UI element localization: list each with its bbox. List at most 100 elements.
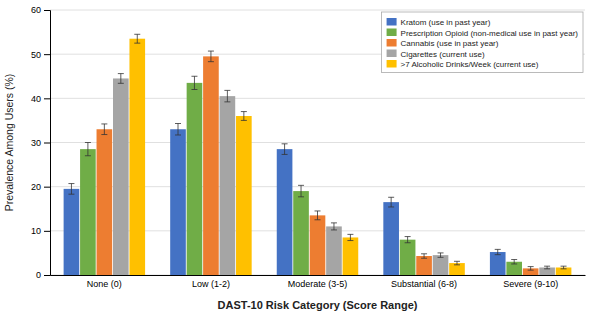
bar	[293, 191, 309, 275]
bar-series	[80, 76, 522, 275]
y-tick-mark	[44, 143, 50, 144]
chart-container: 0 10 20 30 40 50 60 None (0) Low (1-2) Moderate (…	[0, 0, 595, 317]
y-tick-label: 0	[36, 270, 41, 280]
x-tick-label: Substantial (6-8)	[391, 279, 457, 289]
y-tick: 60	[31, 5, 50, 15]
error-bars	[101, 51, 533, 270]
grid-line	[50, 10, 585, 11]
bar	[326, 226, 342, 275]
error-bar	[175, 124, 181, 135]
error-bar	[544, 266, 550, 269]
legend-label: Cannabis (use in past year)	[401, 39, 499, 48]
x-tick-label: None (0)	[87, 279, 122, 289]
y-tick-label: 60	[31, 5, 41, 15]
bar	[97, 129, 113, 275]
error-bar	[85, 143, 91, 156]
legend-label: Kratom (use in past year)	[401, 18, 491, 27]
legend-swatch	[387, 18, 397, 26]
y-tick-mark	[44, 275, 50, 276]
x-tick-label: Moderate (3-5)	[288, 279, 348, 289]
error-bar	[315, 211, 321, 220]
y-tick-label: 20	[31, 182, 41, 192]
y-axis: 0 10 20 30 40 50 60	[31, 5, 51, 280]
error-bar	[347, 234, 353, 240]
y-tick-label: 10	[31, 226, 41, 236]
error-bar	[495, 249, 501, 254]
y-tick: 0	[36, 270, 50, 280]
error-bar	[298, 185, 304, 196]
legend-item: Cigarettes (current use)	[387, 50, 485, 59]
y-tick-mark	[44, 10, 50, 11]
y-tick-mark	[44, 231, 50, 232]
bar	[187, 83, 203, 275]
bar	[310, 215, 326, 275]
y-tick: 30	[31, 138, 50, 148]
legend-label: Prescription Opioid (non-medical use in …	[401, 29, 579, 38]
bar	[277, 149, 293, 275]
bar	[383, 202, 399, 275]
y-axis-line	[44, 11, 51, 276]
error-bar	[224, 90, 230, 101]
x-tick-label: Severe (9-10)	[503, 279, 558, 289]
error-bar	[331, 223, 337, 230]
legend-item: Prescription Opioid (non-medical use in …	[387, 29, 579, 38]
y-tick-mark	[44, 54, 50, 55]
bar	[220, 96, 236, 275]
y-axis-title: Prevalence Among Users (%)	[3, 74, 15, 212]
legend-item: Kratom (use in past year)	[387, 18, 491, 27]
bar	[433, 255, 449, 275]
x-axis-line	[51, 275, 586, 276]
error-bar	[405, 237, 411, 243]
x-tick: Low (1-2)	[192, 279, 230, 289]
error-bar	[282, 144, 288, 155]
y-tick-label: 50	[31, 50, 41, 60]
y-tick-label: 30	[31, 138, 41, 148]
error-bar	[388, 197, 394, 207]
bar	[170, 129, 186, 275]
x-axis-title: DAST-10 Risk Category (Score Range)	[218, 299, 418, 311]
error-bar	[68, 184, 74, 195]
bar	[129, 39, 145, 275]
y-tick: 10	[31, 226, 50, 236]
legend-swatch	[387, 50, 397, 58]
bar	[80, 149, 96, 275]
error-bar	[191, 76, 197, 89]
y-tick: 20	[31, 182, 50, 192]
legend-frame	[382, 12, 583, 73]
error-bar	[134, 34, 140, 43]
x-tick-label: Low (1-2)	[192, 279, 230, 289]
bar	[490, 252, 506, 275]
bar	[113, 78, 129, 275]
bar	[400, 240, 416, 275]
legend: Kratom (use in past year) Prescription Op…	[382, 12, 583, 73]
bar	[236, 116, 252, 275]
error-bar	[241, 112, 247, 121]
error-bar	[101, 124, 107, 135]
error-bar	[438, 253, 444, 257]
error-bar	[561, 266, 567, 269]
bar	[416, 256, 432, 275]
bar	[343, 237, 359, 275]
bar-series	[113, 74, 555, 275]
y-tick-mark	[44, 98, 50, 99]
error-bar	[528, 267, 534, 271]
legend-item: Cannabis (use in past year)	[387, 39, 499, 48]
error-bars	[85, 76, 517, 264]
error-bar	[118, 74, 124, 84]
bar-series	[97, 51, 539, 275]
error-bar	[511, 260, 517, 264]
bar	[64, 189, 80, 275]
legend-swatch	[387, 60, 397, 68]
y-tick: 50	[31, 50, 50, 60]
legend-swatch	[387, 39, 397, 47]
chart-svg: 0 10 20 30 40 50 60 None (0) Low (1-2) Moderate (…	[0, 0, 595, 317]
legend-label: Cigarettes (current use)	[401, 50, 485, 59]
x-tick: Moderate (3-5)	[288, 279, 348, 289]
x-tick: Substantial (6-8)	[391, 279, 457, 289]
legend-swatch	[387, 29, 397, 37]
error-bar	[208, 51, 214, 62]
error-bar	[421, 254, 427, 258]
y-tick-mark	[44, 187, 50, 188]
legend-item: >7 Alcoholic Drinks/Week (current use)	[387, 60, 539, 69]
y-tick: 40	[31, 94, 50, 104]
